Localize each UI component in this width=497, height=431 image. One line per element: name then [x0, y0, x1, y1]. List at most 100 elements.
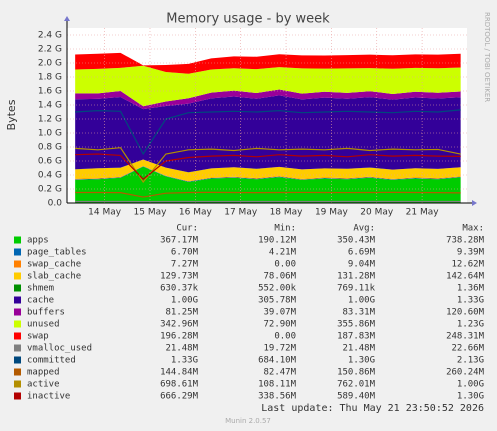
legend-stat: 342.96M: [160, 320, 199, 330]
legend-label: active: [27, 380, 60, 390]
y-tick-label: 0.6 G: [38, 157, 62, 167]
legend-stat: 1.00G: [171, 296, 198, 306]
legend-stat: 367.17M: [160, 236, 199, 246]
stacked-area: [75, 89, 461, 110]
legend-stat: 338.56M: [258, 392, 297, 402]
legend-label: buffers: [27, 308, 65, 318]
legend-label: cache: [27, 296, 54, 306]
legend-stat: 1.23G: [457, 320, 484, 330]
legend-swatch: [14, 308, 21, 316]
legend-stat: 9.39M: [457, 248, 485, 258]
stacked-area: [75, 52, 461, 74]
legend-label: swap_cache: [27, 260, 81, 270]
y-tick-label: 2.2 G: [38, 45, 62, 55]
y-tick-label: 1.6 G: [38, 87, 62, 97]
legend-label: apps: [27, 236, 49, 246]
stacked-area: [75, 166, 461, 182]
y-tick-label: 0.0: [48, 199, 63, 209]
legend-stat: 0.00: [274, 332, 296, 342]
legend-stat: 738.28M: [446, 236, 485, 246]
legend-label: inactive: [27, 392, 70, 402]
y-tick-label: 0.8 G: [38, 143, 62, 153]
legend-stat: 144.84M: [160, 368, 199, 378]
x-tick-label: 21 May: [406, 208, 440, 218]
legend-stat: 6.69M: [348, 248, 376, 258]
legend-stat: 630.37k: [160, 284, 199, 294]
legend-stat: 196.28M: [160, 332, 199, 342]
legend-stat: 762.01M: [337, 380, 376, 390]
x-tick-label: 18 May: [270, 208, 304, 218]
legend-label: mapped: [27, 368, 60, 378]
x-tick-label: 14 May: [88, 208, 122, 218]
legend-stat: 82.47M: [263, 368, 296, 378]
legend-label: unused: [27, 320, 60, 330]
legend-header: Avg:: [353, 224, 375, 234]
legend-stat: 131.28M: [337, 272, 376, 282]
legend-stat: 1.36M: [457, 284, 485, 294]
legend: Cur: Min: Avg: Max: apps 367.17M 190.12M 350.43…: [14, 224, 485, 402]
legend-stat: 0.00: [274, 260, 296, 270]
legend-stat: 22.66M: [451, 344, 484, 354]
side-note: RRDTOOL / TOBI OETIKER: [483, 12, 491, 102]
legend-swatch: [14, 260, 21, 268]
y-tick-label: 1.2 G: [38, 115, 62, 125]
legend-swatch: [14, 332, 21, 340]
legend-stat: 72.90M: [263, 320, 296, 330]
y-tick-label: 1.8 G: [38, 73, 62, 83]
chart-title: Memory usage - by week: [166, 12, 330, 27]
legend-header: Max:: [462, 224, 484, 234]
legend-stat: 260.24M: [446, 368, 485, 378]
legend-stat: 108.11M: [258, 380, 297, 390]
legend-stat: 150.86M: [337, 368, 376, 378]
x-tick-label: 20 May: [360, 208, 394, 218]
legend-stat: 12.62M: [451, 260, 484, 270]
legend-stat: 666.29M: [160, 392, 199, 402]
legend-stat: 2.13G: [457, 356, 484, 366]
legend-label: vmalloc_used: [27, 344, 92, 354]
legend-stat: 19.72M: [263, 344, 296, 354]
legend-stat: 39.07M: [263, 308, 296, 318]
legend-swatch: [14, 356, 21, 364]
legend-stat: 1.00G: [348, 296, 375, 306]
legend-stat: 350.43M: [337, 236, 376, 246]
legend-swatch: [14, 368, 21, 376]
version: Munin 2.0.57: [225, 417, 271, 425]
y-tick-label: 1.0 G: [38, 129, 62, 139]
legend-swatch: [14, 248, 21, 256]
legend-stat: 355.86M: [337, 320, 376, 330]
legend-stat: 1.00G: [457, 380, 484, 390]
x-tick-label: 16 May: [179, 208, 213, 218]
legend-stat: 21.48M: [342, 344, 375, 354]
footer: Last update: Thu May 21 23:50:52 2026: [261, 403, 484, 414]
y-tick-label: 2.4 G: [38, 31, 62, 41]
series-line: [75, 147, 461, 184]
legend-swatch: [14, 344, 21, 352]
x-tick-label: 15 May: [134, 208, 168, 218]
axis-arrow: [64, 16, 70, 21]
x-tick-label: 19 May: [315, 208, 349, 218]
legend-swatch: [14, 380, 21, 388]
legend-label: committed: [27, 356, 76, 366]
legend-stat: 21.48M: [165, 344, 198, 354]
y-tick-label: 0.4 G: [38, 171, 62, 181]
legend-stat: 1.30G: [457, 392, 484, 402]
legend-stat: 589.40M: [337, 392, 376, 402]
legend-swatch: [14, 392, 21, 400]
legend-stat: 120.60M: [446, 308, 485, 318]
stacked-area: [75, 65, 461, 107]
legend-header: Min:: [274, 224, 296, 234]
legend-label: shmem: [27, 284, 54, 294]
legend-swatch: [14, 236, 21, 244]
legend-stat: 305.78M: [258, 296, 297, 306]
y-tick-label: 1.4 G: [38, 101, 62, 111]
legend-stat: 6.70M: [171, 248, 199, 258]
legend-stat: 684.10M: [258, 356, 297, 366]
y-tick-label: 0.2 G: [38, 185, 62, 195]
stacked-area: [75, 166, 461, 203]
legend-swatch: [14, 320, 21, 328]
y-axis-label: Bytes: [5, 99, 18, 130]
legend-swatch: [14, 296, 21, 304]
x-tick-label: 17 May: [224, 208, 258, 218]
legend-stat: 81.25M: [165, 308, 198, 318]
